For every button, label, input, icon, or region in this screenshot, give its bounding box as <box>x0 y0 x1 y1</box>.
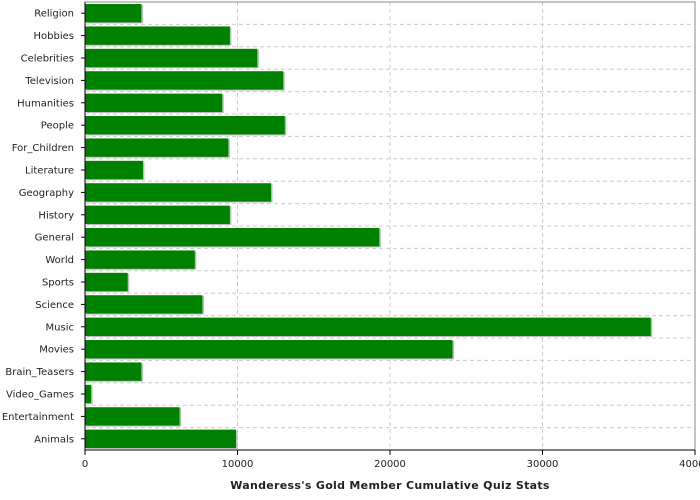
bar-history <box>85 205 230 224</box>
y-tick-label: People <box>41 121 74 132</box>
y-tick-label: History <box>38 210 74 221</box>
bar-humanities <box>85 93 223 112</box>
y-tick-label: General <box>35 233 74 244</box>
bar-animals <box>85 429 236 448</box>
bar-science <box>85 295 203 314</box>
bar-hobbies <box>85 26 230 45</box>
bar-world <box>85 250 195 269</box>
y-tick-label: Music <box>46 322 74 333</box>
x-tick-label: 10000 <box>222 459 254 470</box>
bar-religion <box>85 4 142 23</box>
y-tick-label: For_Children <box>12 143 74 154</box>
x-tick-label: 30000 <box>527 459 559 470</box>
gridlines <box>85 2 695 450</box>
bar-celebrities <box>85 48 258 68</box>
bar-music <box>85 317 651 336</box>
y-tick-label: Literature <box>25 166 74 177</box>
y-tick-label: Brain_Teasers <box>5 367 74 378</box>
axes <box>81 1 696 455</box>
bar-for-children <box>85 138 229 157</box>
bar-general <box>85 228 380 247</box>
bar-literature <box>85 160 143 180</box>
y-tick-label: Movies <box>39 345 74 356</box>
y-tick-label: Geography <box>19 188 74 199</box>
bar-geography <box>85 183 272 202</box>
bar-entertainment <box>85 407 180 426</box>
y-tick-label: Television <box>24 76 74 87</box>
bars <box>85 4 653 449</box>
bar-brain-teasers <box>85 362 142 381</box>
y-tick-label: Sports <box>42 278 74 289</box>
x-tick-label: 40000 <box>679 459 700 470</box>
bar-people <box>85 116 285 135</box>
y-tick-label: Science <box>35 300 74 311</box>
y-tick-label: Humanities <box>17 98 74 109</box>
y-tick-label: Hobbies <box>34 31 74 42</box>
bar-video-games <box>85 384 92 404</box>
bar-television <box>85 71 284 90</box>
y-tick-label: Video_Games <box>6 390 74 401</box>
y-tick-label: World <box>45 255 74 266</box>
y-tick-label: Religion <box>34 9 74 20</box>
y-tick-label: Celebrities <box>21 54 74 65</box>
bar-sports <box>85 272 128 292</box>
bar-movies <box>85 340 453 359</box>
y-tick-label: Animals <box>34 434 74 445</box>
x-tick-label: 0 <box>82 459 88 470</box>
y-tick-label: Entertainment <box>2 412 74 423</box>
x-tick-label: 20000 <box>374 459 406 470</box>
tick-labels: Religion Hobbies Celebrities Television Huma… <box>2 9 700 470</box>
x-axis-title: Wanderess's Gold Member Cumulative Quiz … <box>230 479 550 492</box>
